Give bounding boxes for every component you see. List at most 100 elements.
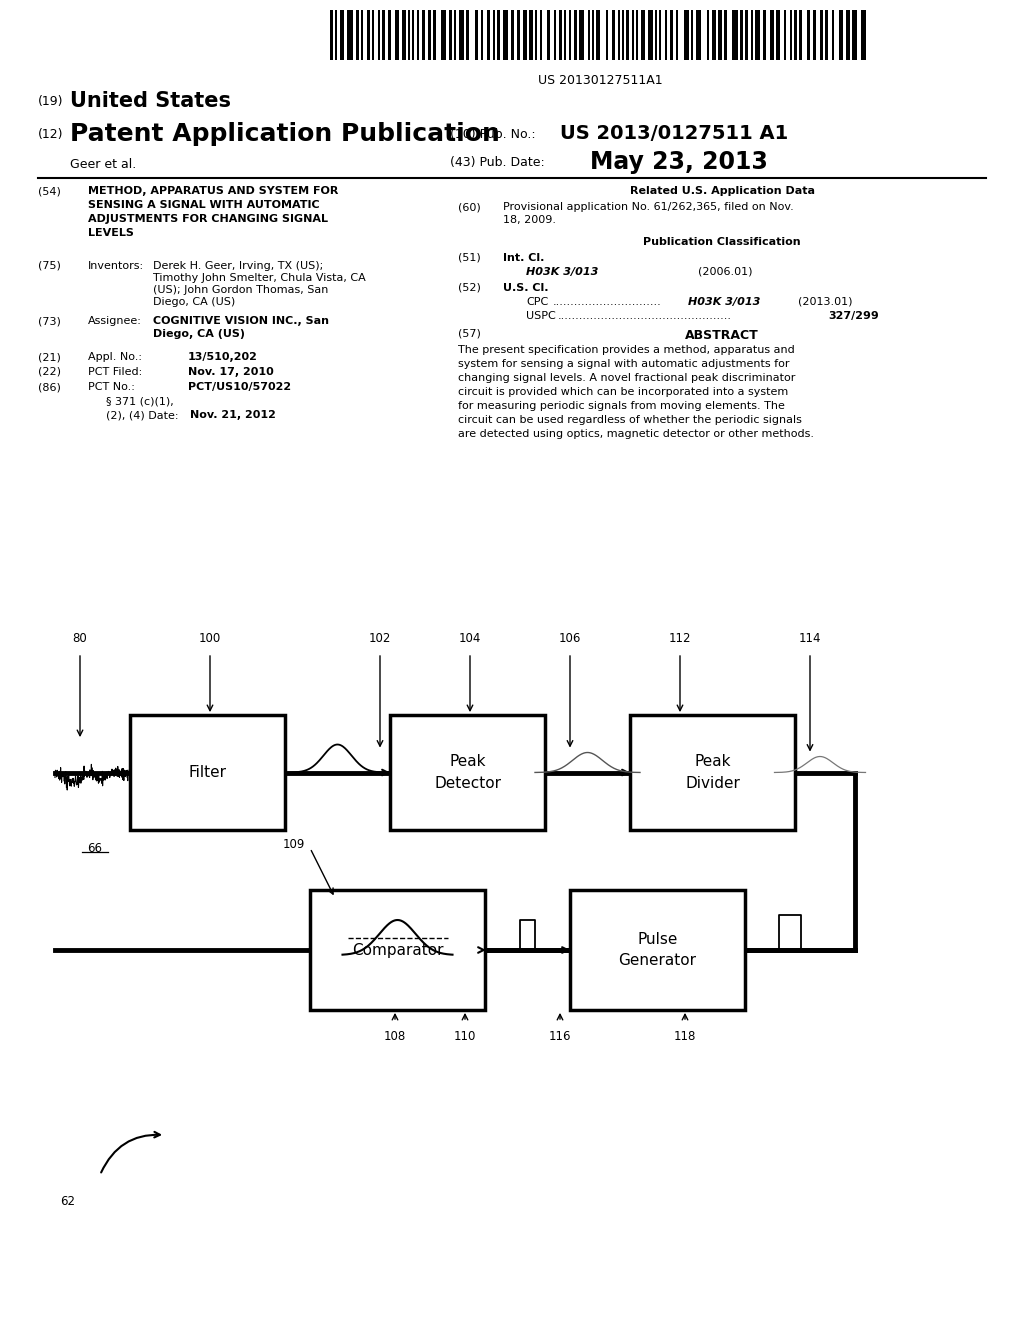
Text: METHOD, APPARATUS AND SYSTEM FOR
SENSING A SIGNAL WITH AUTOMATIC
ADJUSTMENTS FOR: METHOD, APPARATUS AND SYSTEM FOR SENSING… [88, 186, 338, 238]
Bar [612, 11, 615, 59]
Bar [588, 11, 590, 59]
Text: (2), (4) Date:: (2), (4) Date: [106, 411, 178, 420]
Bar [659, 11, 662, 59]
Text: Nov. 17, 2010: Nov. 17, 2010 [188, 367, 273, 378]
Bar [691, 11, 693, 59]
Text: (2013.01): (2013.01) [798, 297, 853, 308]
Bar [388, 11, 391, 59]
Text: (21): (21) [38, 352, 60, 362]
Text: PCT Filed:: PCT Filed: [88, 367, 142, 378]
Bar [825, 11, 828, 59]
Bar [412, 11, 414, 59]
Text: Derek H. Geer, Irving, TX (US);: Derek H. Geer, Irving, TX (US); [153, 261, 324, 271]
Bar [630, 715, 795, 830]
Text: ABSTRACT: ABSTRACT [685, 329, 759, 342]
Bar [831, 11, 834, 59]
Text: Geer et al.: Geer et al. [70, 158, 136, 172]
Text: Peak
Divider: Peak Divider [685, 755, 740, 791]
Bar [347, 11, 353, 59]
Text: Assignee:: Assignee: [88, 315, 142, 326]
Bar [579, 11, 584, 59]
Text: Int. Cl.: Int. Cl. [503, 253, 545, 263]
Text: (43) Pub. Date:: (43) Pub. Date: [450, 156, 545, 169]
Bar [564, 11, 566, 59]
Bar [130, 715, 285, 830]
Bar [592, 11, 594, 59]
Text: H03K 3/013: H03K 3/013 [688, 297, 761, 308]
Bar [707, 11, 709, 59]
Bar [807, 11, 810, 59]
Bar [648, 11, 653, 59]
Bar [493, 11, 495, 59]
Text: (51): (51) [458, 253, 480, 263]
Text: Peak
Detector: Peak Detector [434, 755, 501, 791]
Bar [441, 11, 446, 59]
Text: H03K 3/013: H03K 3/013 [526, 267, 598, 277]
Bar [408, 11, 410, 59]
Bar [529, 11, 534, 59]
Text: Patent Application Publication: Patent Application Publication [70, 121, 500, 147]
Text: 62: 62 [60, 1195, 75, 1208]
Text: The present specification provides a method, apparatus and
system for sensing a : The present specification provides a met… [458, 345, 814, 440]
Bar [596, 11, 600, 59]
Text: May 23, 2013: May 23, 2013 [590, 150, 768, 174]
Text: (US); John Gordon Thomas, San: (US); John Gordon Thomas, San [153, 285, 329, 294]
Bar [417, 11, 419, 59]
Bar [632, 11, 634, 59]
Text: (19): (19) [38, 95, 63, 108]
Bar [330, 11, 333, 59]
Bar [356, 11, 359, 59]
Bar [382, 11, 385, 59]
Bar [712, 11, 716, 59]
Text: 100: 100 [199, 632, 221, 645]
Bar [745, 11, 748, 59]
Bar [732, 11, 738, 59]
Text: COGNITIVE VISION INC., San
Diego, CA (US): COGNITIVE VISION INC., San Diego, CA (US… [153, 315, 329, 339]
Bar [466, 11, 469, 59]
Bar [846, 11, 850, 59]
Bar [636, 11, 638, 59]
Bar [622, 11, 624, 59]
Text: (75): (75) [38, 261, 60, 271]
Text: PCT No.:: PCT No.: [88, 381, 135, 392]
Bar [724, 11, 727, 59]
Text: 106: 106 [559, 632, 582, 645]
Bar [449, 11, 452, 59]
Bar [361, 11, 362, 59]
Bar [763, 11, 766, 59]
Bar [540, 11, 542, 59]
Text: U.S. Cl.: U.S. Cl. [503, 282, 549, 293]
Bar [569, 11, 571, 59]
Text: Filter: Filter [188, 766, 226, 780]
Bar [570, 890, 745, 1010]
Text: 116: 116 [549, 1030, 571, 1043]
Text: (57): (57) [458, 329, 481, 339]
Text: US 2013/0127511 A1: US 2013/0127511 A1 [560, 124, 788, 143]
Bar [626, 11, 629, 59]
Bar [784, 11, 786, 59]
Bar [535, 11, 537, 59]
Text: Nov. 21, 2012: Nov. 21, 2012 [190, 411, 275, 420]
Bar [574, 11, 577, 59]
Bar [665, 11, 667, 59]
Bar [378, 11, 380, 59]
Text: 110: 110 [454, 1030, 476, 1043]
Bar [820, 11, 823, 59]
Bar [839, 11, 843, 59]
Text: ..............................: .............................. [553, 297, 662, 308]
Text: 327/299: 327/299 [828, 312, 879, 321]
Bar [454, 11, 456, 59]
Bar [606, 11, 608, 59]
Text: USPC: USPC [526, 312, 556, 321]
Text: United States: United States [70, 91, 231, 111]
Bar [340, 11, 344, 59]
Bar [799, 11, 802, 59]
Bar [794, 11, 797, 59]
Text: (12): (12) [38, 128, 63, 141]
Bar [641, 11, 645, 59]
Bar [718, 11, 722, 59]
Text: Diego, CA (US): Diego, CA (US) [153, 297, 236, 308]
Bar [367, 11, 370, 59]
Bar [475, 11, 478, 59]
Bar [422, 11, 425, 59]
